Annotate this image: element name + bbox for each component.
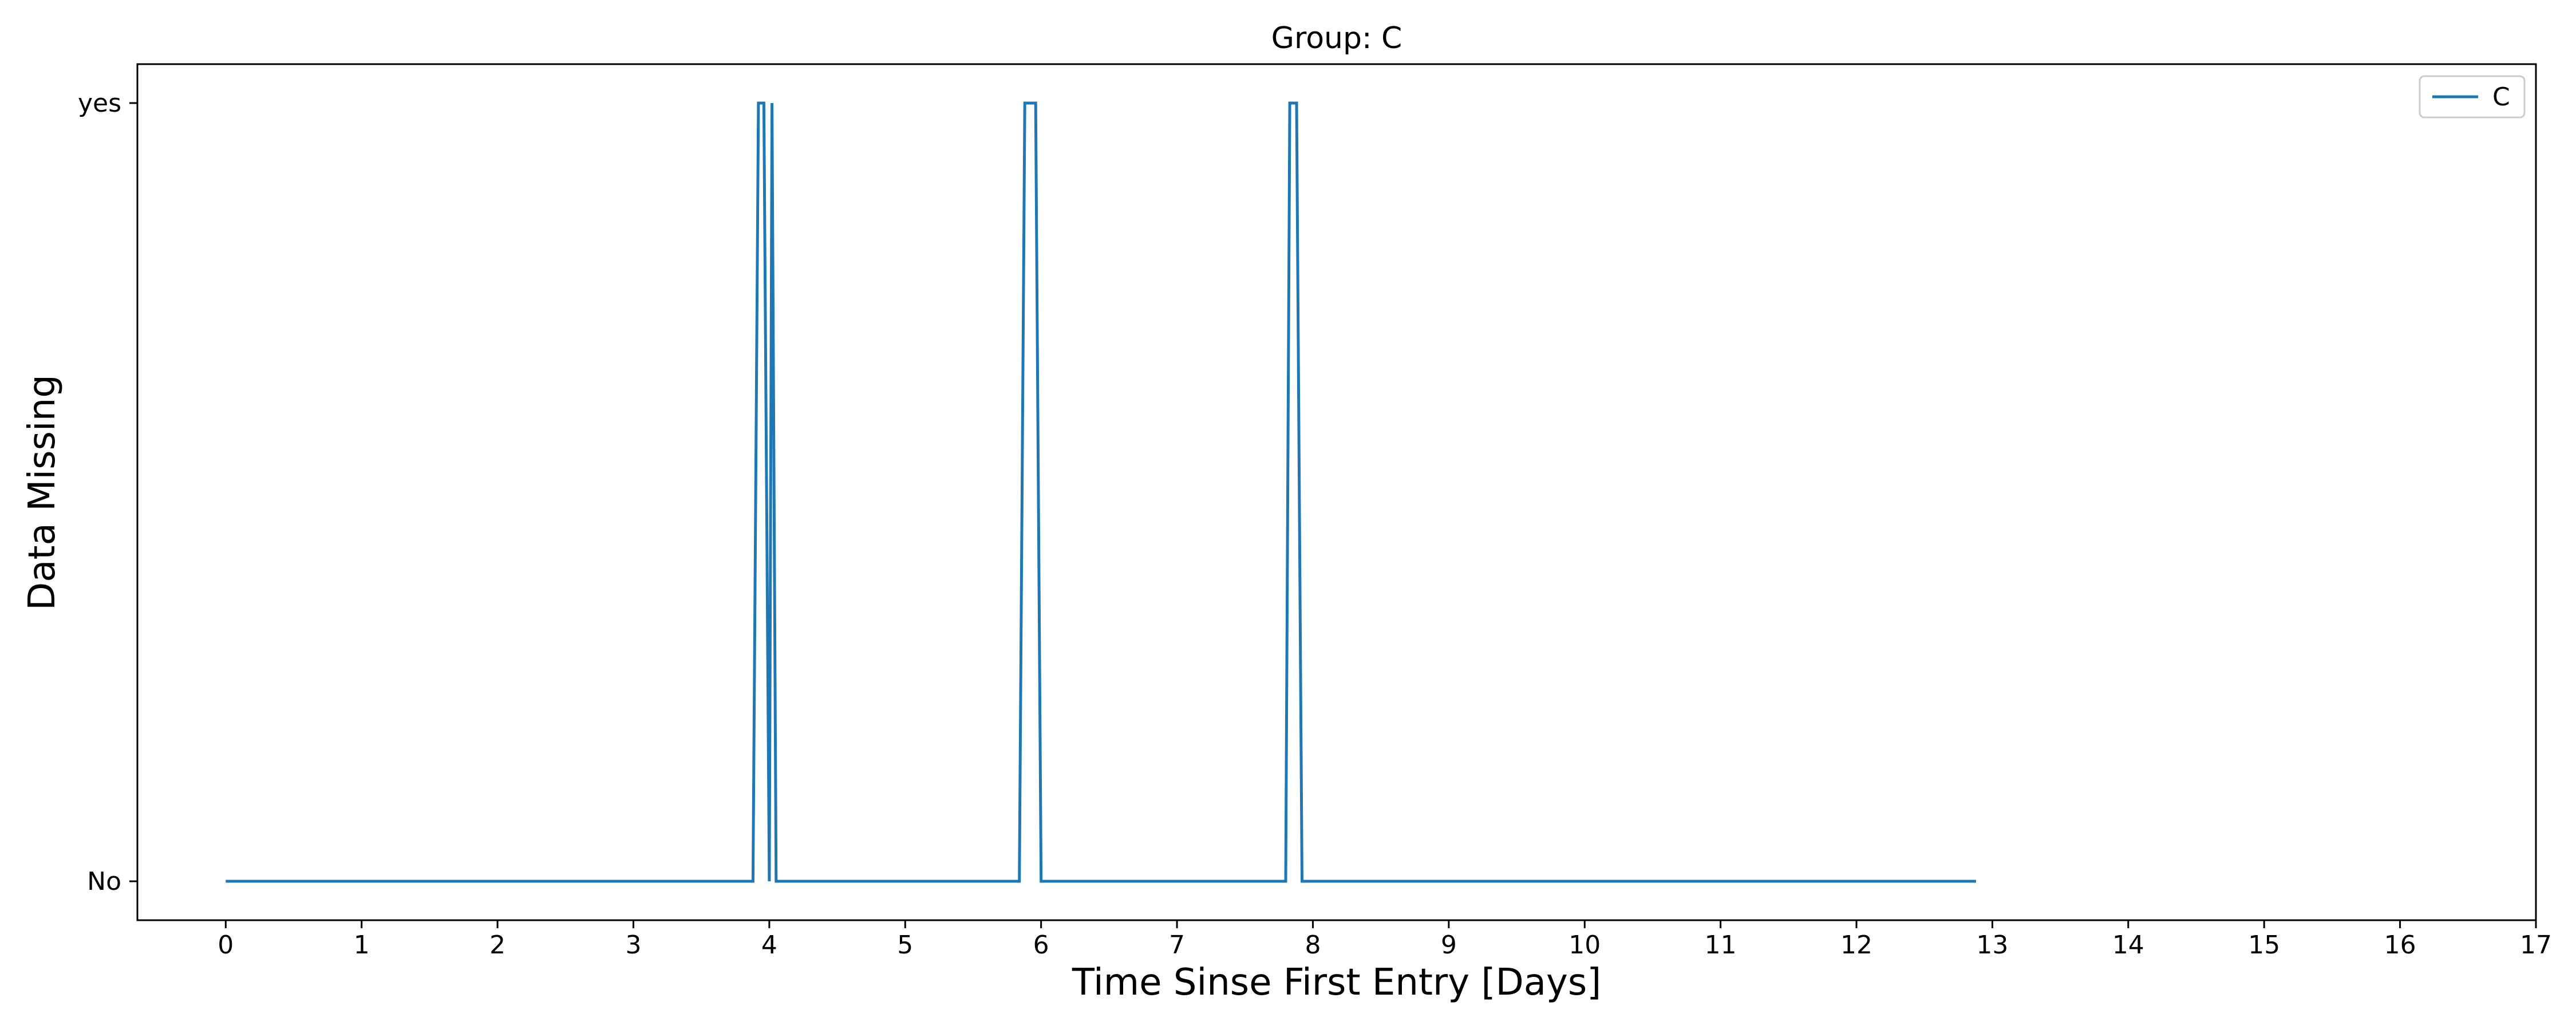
x-tick-label: 17 xyxy=(2520,931,2552,960)
x-tick-label: 6 xyxy=(1033,931,1049,960)
x-tick-label: 1 xyxy=(354,931,370,960)
x-axis-title: Time Sinse First Entry [Days] xyxy=(1072,961,1601,1004)
y-axis-title: Data Missing xyxy=(21,374,64,610)
x-tick-label: 3 xyxy=(625,931,641,960)
x-tick-label: 4 xyxy=(761,931,777,960)
x-tick-label: 12 xyxy=(1840,931,1872,960)
x-tick-label: 8 xyxy=(1305,931,1321,960)
legend-label: C xyxy=(2492,82,2510,112)
x-tick-label: 10 xyxy=(1568,931,1601,960)
y-tick-label: yes xyxy=(78,89,121,118)
x-tick-label: 14 xyxy=(2112,931,2144,960)
chart-title: Group: C xyxy=(1271,21,1402,56)
x-tick-label: 16 xyxy=(2384,931,2416,960)
x-tick-label: 11 xyxy=(1705,931,1737,960)
y-tick-label: No xyxy=(87,867,121,896)
series-line-C xyxy=(226,101,1976,883)
x-tick-label: 13 xyxy=(1976,931,2008,960)
x-tick-label: 0 xyxy=(218,931,234,960)
x-tick-label: 7 xyxy=(1169,931,1185,960)
plot-frame xyxy=(136,63,2537,921)
x-tick-label: 15 xyxy=(2248,931,2280,960)
x-tick-label: 2 xyxy=(489,931,505,960)
x-tick-label: 5 xyxy=(897,931,913,960)
x-tick-label: 9 xyxy=(1441,931,1457,960)
